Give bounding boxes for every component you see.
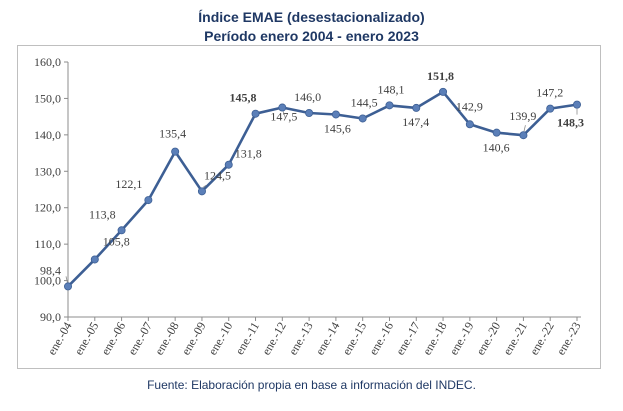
x-tick-label: ene.-12 <box>259 320 289 358</box>
data-point <box>358 114 367 123</box>
y-tick-label: 160,0 <box>34 55 61 69</box>
data-label: 147,4 <box>402 115 429 129</box>
x-tick-label: ene.-09 <box>179 320 209 358</box>
label-leader-line <box>523 125 526 132</box>
x-tick-label: ene.-16 <box>366 320 396 358</box>
data-label: 140,6 <box>483 141 510 155</box>
data-point <box>224 160 233 169</box>
data-label: 151,8 <box>427 69 454 83</box>
data-label: 139,9 <box>509 109 536 123</box>
x-tick-label: ene.-10 <box>205 320 235 358</box>
y-tick-label: 120,0 <box>34 201 61 215</box>
data-label: 147,2 <box>536 86 563 100</box>
data-point <box>197 187 206 196</box>
chart-title-block: Índice EMAE (desestacionalizado) Período… <box>0 8 623 46</box>
data-label: 98,4 <box>40 263 61 277</box>
data-label: 122,1 <box>115 177 142 191</box>
data-point <box>412 103 421 112</box>
chart-title: Índice EMAE (desestacionalizado) <box>198 9 425 25</box>
y-tick-label: 140,0 <box>34 128 61 142</box>
data-label: 147,5 <box>270 110 297 124</box>
data-point <box>90 255 99 264</box>
x-tick-label: ene.-05 <box>71 320 101 358</box>
data-point <box>465 120 474 129</box>
y-tick-label: 130,0 <box>34 164 61 178</box>
data-label: 145,6 <box>324 121 351 135</box>
y-tick-label: 100,0 <box>34 274 61 288</box>
label-leader-line <box>65 276 68 283</box>
x-tick-label: ene.-14 <box>313 320 343 358</box>
data-point <box>546 104 555 113</box>
data-label: 142,9 <box>456 99 483 113</box>
x-tick-label: ene.-22 <box>527 320 557 358</box>
data-label: 113,8 <box>89 207 116 221</box>
data-point <box>573 100 582 109</box>
data-label: 148,3 <box>557 116 584 130</box>
data-label: 124,5 <box>204 168 231 182</box>
label-leader-line <box>282 111 286 118</box>
data-point <box>144 196 153 205</box>
source-note: Fuente: Elaboración propia en base a inf… <box>147 378 476 392</box>
data-point <box>439 87 448 96</box>
data-label: 135,4 <box>159 127 186 141</box>
chart-frame <box>17 45 601 369</box>
data-point <box>492 128 501 137</box>
x-tick-label: ene.-20 <box>473 320 503 358</box>
y-tick-label: 150,0 <box>34 91 61 105</box>
data-point <box>331 110 340 119</box>
data-point <box>278 103 287 112</box>
x-tick-label: ene.-11 <box>232 320 262 357</box>
x-tick-label: ene.-21 <box>500 320 530 358</box>
data-point <box>519 131 528 140</box>
x-tick-label: ene.-07 <box>125 320 155 358</box>
x-tick-label: ene.-13 <box>286 320 316 358</box>
label-leader-line <box>202 184 207 188</box>
y-tick-label: 90,0 <box>40 310 61 324</box>
data-point <box>117 226 126 235</box>
x-tick-label: ene.-19 <box>446 320 476 358</box>
x-tick-label: ene.-15 <box>339 320 369 358</box>
series-line <box>67 90 578 288</box>
chart-subtitle: Período enero 2004 - enero 2023 <box>204 28 419 44</box>
x-tick-label: ene.-17 <box>393 320 423 358</box>
x-tick-label: ene.-08 <box>152 320 182 358</box>
x-tick-label: ene.-23 <box>554 320 584 358</box>
x-tick-label: ene.-04 <box>45 320 75 358</box>
data-label: 144,5 <box>351 95 378 109</box>
x-tick-label: ene.-06 <box>98 320 128 358</box>
data-point <box>305 109 314 118</box>
data-label: 145,8 <box>230 91 257 105</box>
data-label: 146,0 <box>294 90 321 104</box>
data-point <box>251 109 260 118</box>
data-label: 131,8 <box>235 147 262 161</box>
x-tick-label: ene.-18 <box>420 320 450 358</box>
y-tick-label: 110,0 <box>34 237 61 251</box>
data-label: 148,1 <box>377 82 404 96</box>
data-point <box>385 101 394 110</box>
data-label: 105,8 <box>103 234 130 248</box>
data-point <box>64 282 73 291</box>
data-point <box>171 147 180 156</box>
